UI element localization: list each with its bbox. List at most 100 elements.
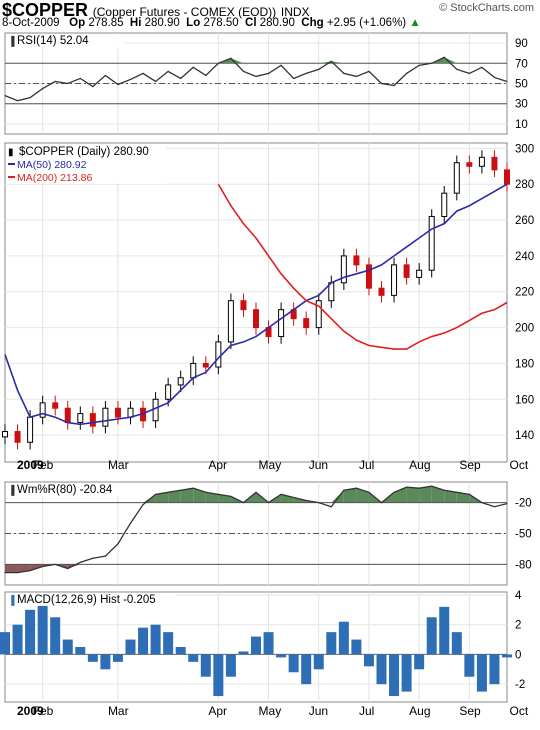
macd-hist-bar	[50, 617, 61, 655]
wmr-overbought-fill	[431, 486, 445, 503]
wmr-overbought-fill	[331, 490, 344, 503]
date: 8-Oct-2009	[2, 17, 60, 29]
month-label: Mar	[108, 704, 129, 718]
candle-body	[152, 398, 159, 422]
cl-value: 280.90	[259, 17, 295, 29]
y-tick-label: 220	[515, 287, 534, 299]
month-label: Aug	[409, 704, 430, 718]
candle-body	[39, 402, 46, 418]
wmr-point	[468, 493, 470, 495]
y-tick-label: 30	[515, 99, 528, 111]
rsi-point	[92, 85, 94, 88]
macd-hist-bar	[138, 627, 149, 655]
macd-hist-bar	[326, 632, 337, 655]
macd-hist-bar	[87, 654, 98, 662]
wmr-point	[67, 567, 69, 570]
candle-body	[428, 215, 435, 271]
wmr-point	[167, 491, 169, 493]
rsi-point	[456, 68, 458, 70]
lo-value: 278.50	[203, 17, 239, 29]
wmr-point	[293, 496, 295, 499]
macd-hist-bar	[389, 654, 400, 697]
rsi-point	[167, 70, 169, 72]
month-label: Feb	[33, 458, 54, 472]
wmr-point	[267, 502, 270, 504]
candle-body	[453, 162, 460, 194]
macd-hist-bar	[502, 654, 512, 658]
ma50-line	[4, 183, 508, 426]
wmr-overbought-fill	[168, 490, 181, 503]
macd-hist-bar	[476, 654, 487, 692]
description: (Copper Futures - COMEX (EOD))	[92, 5, 277, 19]
wmr-point	[117, 543, 119, 545]
macd-hist-bar	[263, 632, 274, 655]
macd-hist-bar	[163, 632, 174, 655]
macd-label: MACD(12,26,9) Hist -0.205	[17, 594, 156, 606]
wmr-overbought-fill	[205, 492, 219, 503]
month-label: Jul	[359, 704, 374, 718]
candle-body	[190, 362, 197, 379]
macd-hist-bar	[25, 609, 36, 655]
wmr-overbought-fill	[281, 494, 294, 503]
month-label: Apr	[208, 458, 227, 472]
y-tick-label: 160	[515, 394, 534, 406]
rsi-point	[16, 100, 19, 102]
wmr-overbought-fill	[180, 488, 194, 503]
macd-hist-bar	[414, 654, 425, 670]
y-tick-label: 50	[515, 79, 528, 91]
brand-logo[interactable]: © StockCharts.com	[439, 2, 534, 14]
candle-body	[353, 255, 360, 266]
wmr-point	[481, 502, 483, 504]
wmr-point	[242, 502, 245, 504]
exchange: INDX	[280, 5, 310, 19]
candle-body	[315, 300, 322, 329]
rsi-point	[192, 66, 194, 68]
label-bg	[6, 34, 124, 47]
rsi-point	[468, 72, 470, 74]
macd-hist-bar	[213, 654, 224, 697]
macd-hist-bar	[100, 654, 111, 670]
price-label: $COPPER (Daily) 280.90	[19, 146, 149, 158]
label-bg	[6, 483, 134, 496]
wmr-point	[431, 485, 433, 487]
rsi-point	[142, 72, 144, 74]
rsi-point	[54, 80, 56, 83]
hi-value: 280.90	[144, 17, 180, 29]
wmr-point	[4, 572, 6, 574]
y-tick-label: 0	[515, 649, 521, 661]
candle-body	[52, 402, 59, 409]
wmr-overbought-fill	[343, 488, 357, 503]
wmr-point	[456, 491, 458, 493]
candle-body	[27, 416, 34, 443]
year-label: 2009	[17, 704, 44, 718]
rsi-point	[129, 78, 132, 81]
wmr-point	[16, 572, 19, 574]
wmr-overbought-fill	[419, 486, 432, 503]
macd-hist-bar	[238, 651, 249, 655]
macd-hist-bar	[376, 654, 387, 685]
candle-body	[504, 169, 510, 185]
year-label: 2009	[17, 458, 44, 472]
rsi-point	[443, 56, 445, 58]
wmr-point	[418, 487, 420, 489]
chart-title: $COPPER (Copper Futures - COMEX (EOD)) I…	[2, 0, 310, 21]
y-tick-label: 90	[515, 38, 528, 50]
rsi-point	[393, 84, 395, 87]
y-tick-label: -2	[515, 679, 525, 691]
chg-value: +2.95 (+1.06%)	[326, 17, 407, 29]
wmr-point	[230, 495, 232, 498]
wmr-point	[192, 487, 194, 489]
candle-body	[340, 255, 347, 284]
label-bg	[6, 593, 176, 606]
candle-body	[177, 377, 184, 386]
wmr-point	[343, 489, 345, 491]
rsi-point	[355, 75, 357, 78]
macd-hist-bar	[37, 597, 48, 655]
rsi-point	[155, 80, 157, 83]
macd-hist-bar	[489, 654, 500, 685]
rsi-point	[368, 70, 370, 72]
rsi-point	[205, 74, 207, 77]
wmr-point	[493, 506, 496, 508]
candle-body	[2, 431, 8, 438]
